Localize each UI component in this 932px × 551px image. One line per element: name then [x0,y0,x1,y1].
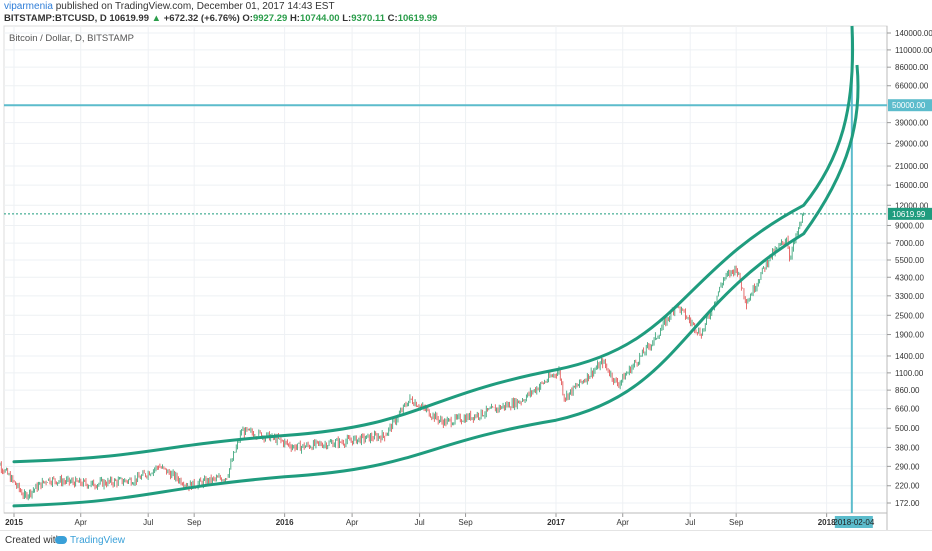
lower-channel-line[interactable] [12,232,806,508]
x-tick-label: Jul [143,518,153,527]
target-date-label: 2018-02-04 [833,518,874,527]
y-tick-label: 220.00 [895,482,920,491]
last-price-text: 10619.99 [109,13,149,24]
ohlc-line: BITSTAMP:BTCUSD, D 10619.99 ▲ +672.32 (+… [4,13,437,24]
last-price-line: 10619.99 [4,207,932,220]
high-label: H: [289,13,300,24]
footer-bar: Created with TradingView [0,530,932,551]
x-tick-label: 2017 [547,518,565,527]
created-with-text: Created with [5,535,62,546]
y-tick-label: 29000.00 [895,139,929,148]
x-tick-label: Sep [729,518,744,527]
tradingview-brand: TradingView [70,535,126,546]
y-tick-label: 500.00 [895,424,920,433]
y-tick-label: 660.00 [895,405,920,414]
upper-channel-extension[interactable] [802,25,855,207]
last-price-badge [888,207,932,220]
symbol-text: BITSTAMP:BTCUSD, D [4,13,107,24]
x-tick-label: Jul [685,518,695,527]
y-tick-label: 172.00 [895,499,920,508]
horizontal-level-line[interactable]: 50000.00 [4,99,932,112]
x-tick-label: Jul [414,518,424,527]
y-tick-label: 1400.00 [895,352,924,361]
close-label: C: [387,13,398,24]
close-value: 10619.99 [397,13,438,24]
chart-symbol-label: Bitcoin / Dollar, D, BITSTAMP [9,33,134,44]
low-value: 9370.11 [351,13,386,24]
y-tick-label: 1900.00 [895,331,924,340]
x-axis: 2015 Apr Jul Sep 2016 Apr Jul Sep 2017 Apr Jul Sep 2… [5,513,836,527]
y-tick-label: 21000.00 [895,162,929,171]
y-tick-label: 12000.00 [895,201,929,210]
x-tick-label: Apr [617,518,630,527]
tradingview-logo[interactable]: TradingView [55,535,125,546]
target-date-line[interactable]: 2018-02-04 [833,26,875,528]
high-value: 10744.00 [299,13,340,24]
open-label: O: [242,13,253,24]
x-tick-label: Apr [75,518,88,527]
published-text: published on TradingView.com, December 0… [55,1,335,12]
y-tick-label: 86000.00 [895,63,929,72]
y-tick-label: 66000.00 [895,82,929,91]
y-tick-label: 380.00 [895,443,920,452]
y-tick-label: 16000.00 [895,181,929,190]
low-label: L: [342,13,352,24]
publish-line: viparmenia published on TradingView.com,… [4,1,335,12]
y-tick-label: 2500.00 [895,311,924,320]
level-badge [888,99,932,112]
author-link[interactable]: viparmenia [4,1,53,12]
y-tick-label: 1100.00 [895,369,924,378]
y-tick-label: 9000.00 [895,221,924,230]
target-date-badge [834,516,873,528]
x-tick-label: Sep [187,518,202,527]
x-tick-label: 2018 [818,518,836,527]
y-axis: 140000.00 110000.00 86000.00 66000.00 39000.… [887,29,932,508]
lower-channel-extension[interactable] [802,64,860,235]
y-tick-label: 7000.00 [895,239,924,248]
x-tick-label: Sep [458,518,473,527]
y-tick-label: 5500.00 [895,256,924,265]
upper-channel-line[interactable] [12,203,806,464]
last-price-badge-label: 10619.99 [892,210,926,219]
y-tick-label: 3300.00 [895,292,924,301]
y-tick-label: 140000.00 [895,29,932,38]
y-tick-label: 290.00 [895,462,920,471]
level-badge-label: 50000.00 [892,101,926,110]
channel-lines[interactable] [12,25,860,508]
y-tick-label: 39000.00 [895,119,929,128]
y-tick-label: 4300.00 [895,273,924,282]
x-tick-label: 2016 [276,518,294,527]
up-arrow-icon: ▲ [151,13,162,24]
y-tick-label: 110000.00 [895,46,932,55]
cloud-icon [55,536,67,545]
open-value: 9927.29 [252,13,288,24]
change-text: +672.32 (+6.76%) [163,13,240,24]
grid-lines [4,26,887,513]
x-tick-label: Apr [346,518,359,527]
x-tick-label: 2015 [5,518,23,527]
plot-area [3,25,888,514]
y-tick-label: 860.00 [895,386,920,395]
